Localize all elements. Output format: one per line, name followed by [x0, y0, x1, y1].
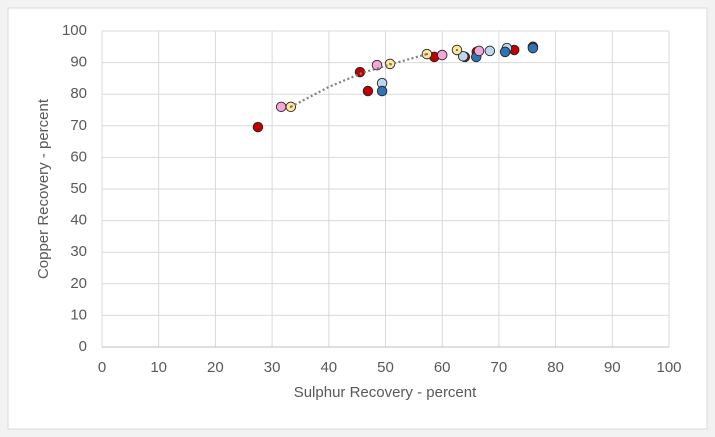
- y-tick-label: 100: [62, 22, 87, 39]
- x-tick-label: 40: [320, 359, 337, 376]
- y-tick-label: 70: [70, 117, 87, 134]
- x-tick-label: 70: [491, 359, 508, 376]
- x-tick-label: 90: [604, 359, 621, 376]
- x-tick-label: 50: [377, 359, 394, 376]
- x-tick-label: 100: [656, 359, 681, 376]
- trendline: [290, 53, 428, 108]
- point: [527, 42, 539, 54]
- y-tick-label: 30: [70, 243, 87, 260]
- chart-panel: [7, 7, 708, 430]
- point: [275, 101, 287, 113]
- point: [473, 45, 485, 57]
- point: [436, 49, 448, 61]
- point: [376, 85, 388, 97]
- point: [362, 85, 374, 97]
- x-tick-label: 0: [98, 359, 106, 376]
- y-tick-label: 20: [70, 275, 87, 292]
- y-tick-label: 0: [79, 338, 87, 355]
- x-tick-label: 80: [547, 359, 564, 376]
- point: [252, 121, 264, 133]
- point: [371, 59, 383, 71]
- y-tick-label: 80: [70, 85, 87, 102]
- point: [499, 46, 511, 58]
- x-tick-label: 10: [150, 359, 167, 376]
- x-tick-label: 30: [264, 359, 281, 376]
- point: [484, 45, 496, 57]
- y-tick-label: 90: [70, 54, 87, 71]
- y-tick-label: 50: [70, 180, 87, 197]
- x-axis-title: Sulphur Recovery - percent: [294, 384, 477, 401]
- x-tick-label: 60: [434, 359, 451, 376]
- y-axis-title: Copper Recovery - percent: [35, 98, 52, 279]
- point-dot: [455, 48, 458, 51]
- y-tick-label: 10: [70, 306, 87, 323]
- y-tick-label: 40: [70, 212, 87, 229]
- y-tick-label: 60: [70, 148, 87, 165]
- point: [457, 51, 469, 62]
- x-tick-label: 20: [207, 359, 224, 376]
